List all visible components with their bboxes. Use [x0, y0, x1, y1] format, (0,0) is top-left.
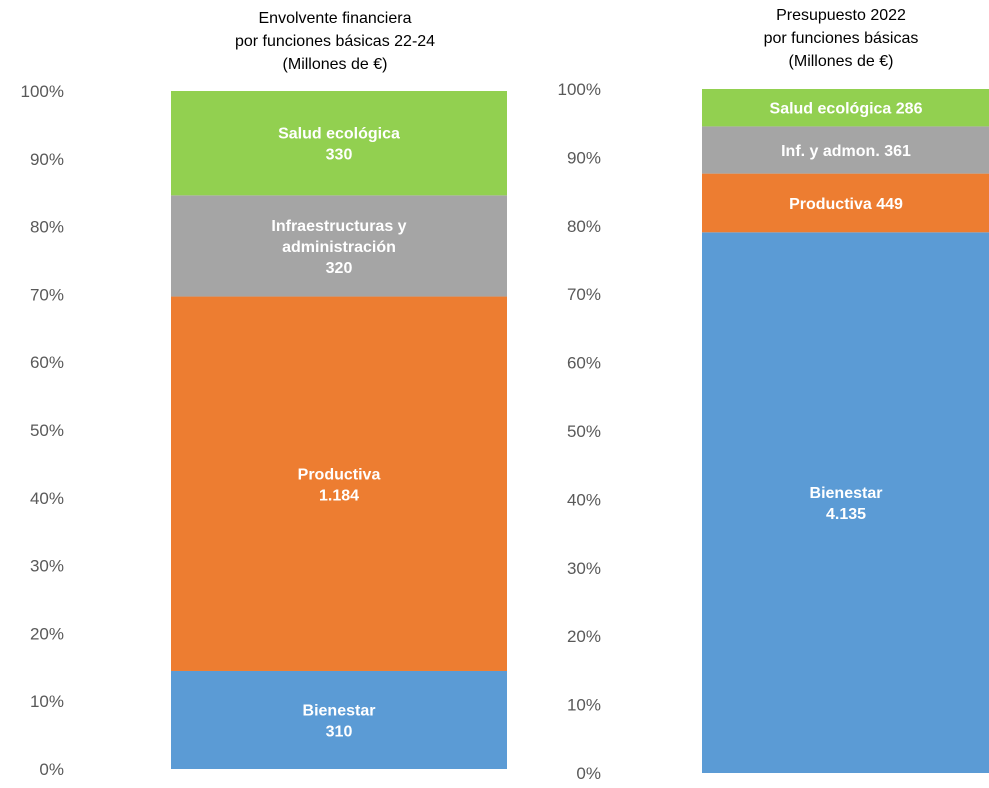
presupuesto-title-line: por funciones básicas — [764, 30, 919, 47]
envolvente-y-tick-label: 80% — [30, 218, 64, 237]
presupuesto-title-line: Presupuesto 2022 — [776, 7, 906, 24]
envolvente-y-tick-label: 10% — [30, 692, 64, 711]
presupuesto-y-tick-label: 80% — [567, 217, 601, 236]
envolvente-data-label-productiva: 1.184 — [319, 487, 359, 504]
envolvente-bar-segment-salud-ecológica — [171, 91, 507, 196]
presupuesto-data-label-productiva: Productiva 449 — [789, 196, 903, 213]
presupuesto-y-tick-label: 40% — [567, 490, 601, 509]
envolvente-bar-segment-bienestar — [171, 670, 507, 769]
envolvente-y-tick-label: 40% — [30, 489, 64, 508]
envolvente-y-tick-label: 50% — [30, 421, 64, 440]
envolvente-y-tick-label: 90% — [30, 150, 64, 169]
envolvente-title-line: por funciones básicas 22-24 — [235, 33, 435, 50]
presupuesto-data-label-salud-ecológica: Salud ecológica 286 — [770, 101, 923, 118]
presupuesto-y-tick-label: 20% — [567, 627, 601, 646]
presupuesto-y-tick-label: 100% — [558, 80, 601, 99]
presupuesto-data-label-bienestar: 4.135 — [826, 506, 866, 523]
presupuesto-y-tick-label: 90% — [567, 148, 601, 167]
presupuesto-y-tick-label: 70% — [567, 285, 601, 304]
envolvente-data-label-infraestructuras-y-administración: 320 — [326, 260, 353, 277]
envolvente-data-label-infraestructuras-y-administración: administración — [282, 239, 396, 256]
presupuesto-bar-segment-salud-ecológica — [702, 89, 989, 127]
presupuesto-y-tick-label: 50% — [567, 422, 601, 441]
envolvente-title-line: Envolvente financiera — [259, 10, 412, 27]
presupuesto-y-tick-label: 30% — [567, 559, 601, 578]
chart-presupuesto-2022: Presupuesto 2022 por funciones básicas (Mi… — [558, 7, 989, 783]
chart-envolvente-financiera: Envolvente financiera por funciones básic… — [21, 10, 507, 779]
presupuesto-data-label-bienestar: Bienestar — [810, 485, 883, 502]
presupuesto-bar-segment-productiva — [702, 173, 989, 233]
envolvente-y-tick-label: 20% — [30, 624, 64, 643]
envolvente-data-label-infraestructuras-y-administración: Infraestructuras y — [271, 218, 406, 235]
presupuesto-y-tick-label: 60% — [567, 354, 601, 373]
presupuesto-data-label-inf-y-admon: Inf. y admon. 361 — [781, 143, 911, 160]
envolvente-bar-segment-productiva — [171, 296, 507, 671]
envolvente-data-label-bienestar: Bienestar — [303, 702, 376, 719]
envolvente-y-tick-label: 60% — [30, 353, 64, 372]
envolvente-bar-segment-infraestructuras-y-administración — [171, 195, 507, 297]
presupuesto-y-tick-label: 0% — [576, 764, 601, 783]
envolvente-y-tick-label: 70% — [30, 285, 64, 304]
envolvente-data-label-productiva: Productiva — [298, 466, 381, 483]
envolvente-y-tick-label: 30% — [30, 557, 64, 576]
presupuesto-bar-segment-inf-y-admon — [702, 126, 989, 174]
envolvente-data-label-salud-ecológica: 330 — [326, 147, 353, 164]
envolvente-y-tick-label: 100% — [21, 82, 64, 101]
envolvente-y-tick-label: 0% — [39, 760, 64, 779]
presupuesto-bar-segment-bienestar — [702, 232, 989, 774]
envolvente-title-line: (Millones de €) — [283, 56, 388, 73]
presupuesto-y-tick-label: 10% — [567, 696, 601, 715]
presupuesto-title-line: (Millones de €) — [789, 53, 894, 70]
envolvente-data-label-bienestar: 310 — [326, 723, 353, 740]
envolvente-data-label-salud-ecológica: Salud ecológica — [278, 126, 400, 143]
